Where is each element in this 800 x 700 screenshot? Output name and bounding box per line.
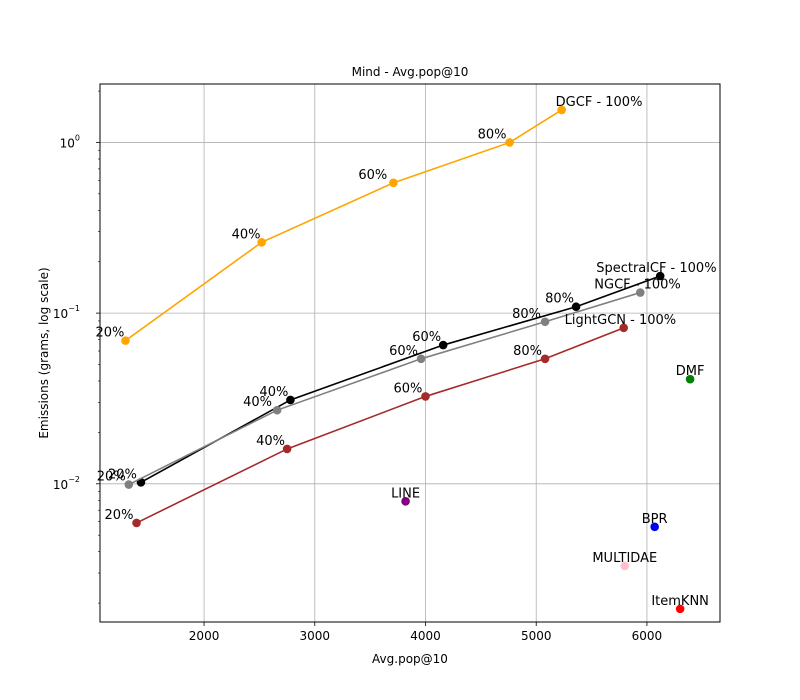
point-label: 40% <box>232 227 261 242</box>
point-label: DGCF - 100% <box>556 95 643 110</box>
data-point <box>675 604 685 614</box>
data-point <box>540 317 550 327</box>
point-label: DMF <box>676 364 705 379</box>
x-axis-label: Avg.pop@10 <box>372 652 448 666</box>
point-label: 80% <box>545 292 574 307</box>
data-point <box>121 336 130 345</box>
data-point <box>557 105 566 115</box>
point-label: BPR <box>642 512 668 527</box>
point-labels: 20% 40% 60% 80% DGCF - 100% 20% 40% 60% 80% Spect… <box>95 95 716 609</box>
point-label: 20% <box>108 467 137 482</box>
point-label: SpectralCF - 100% <box>596 261 716 276</box>
x-tick-label: 4000 <box>410 629 441 643</box>
point-label: 20% <box>95 326 124 341</box>
point-label: 80% <box>478 127 507 142</box>
data-point <box>389 178 398 188</box>
point-label: 80% <box>512 307 541 322</box>
data-point <box>438 340 448 350</box>
data-point <box>124 480 134 489</box>
data-point <box>685 374 695 384</box>
chart-title: Mind - Avg.pop@10 <box>352 65 469 79</box>
data-point <box>571 302 581 312</box>
point-label: LightGCN - 100% <box>565 313 676 328</box>
data-point <box>257 237 266 247</box>
point-label: 40% <box>256 434 285 449</box>
data-point <box>401 496 410 506</box>
x-tick-label: 2000 <box>189 629 220 643</box>
point-label: 60% <box>394 381 423 396</box>
point-label: MULTIDAE <box>592 551 657 566</box>
plot-frame <box>99 83 721 623</box>
data-point <box>132 518 141 528</box>
data-point <box>282 444 292 454</box>
data-point <box>505 138 514 147</box>
point-label: 40% <box>243 395 272 410</box>
data-point <box>619 323 628 333</box>
point-label: NGCF - 100% <box>594 278 680 293</box>
point-label: 20% <box>105 508 134 523</box>
x-tick-label: 5000 <box>521 629 552 643</box>
data-point <box>650 522 659 532</box>
data-point <box>416 354 426 364</box>
point-label: ItemKNN <box>651 594 709 609</box>
series-layer <box>121 105 695 614</box>
x-tick-label: 3000 <box>300 629 331 643</box>
point-label: 60% <box>358 168 387 183</box>
x-tick-label: 6000 <box>632 629 663 643</box>
grid <box>100 84 720 622</box>
point-label: 80% <box>513 344 542 359</box>
y-axis-label: Emissions (grams, log scale) <box>37 267 51 438</box>
data-point <box>272 405 282 415</box>
data-point <box>540 354 550 364</box>
data-point <box>286 395 295 405</box>
point-label: 40% <box>259 385 288 400</box>
point-label: 60% <box>389 344 418 359</box>
point-label: 20% <box>97 470 126 485</box>
point-label: 60% <box>412 330 441 345</box>
data-point <box>635 288 645 297</box>
data-point <box>620 561 630 571</box>
data-point <box>421 392 430 401</box>
point-label: LINE <box>391 486 420 501</box>
data-point <box>655 271 665 281</box>
